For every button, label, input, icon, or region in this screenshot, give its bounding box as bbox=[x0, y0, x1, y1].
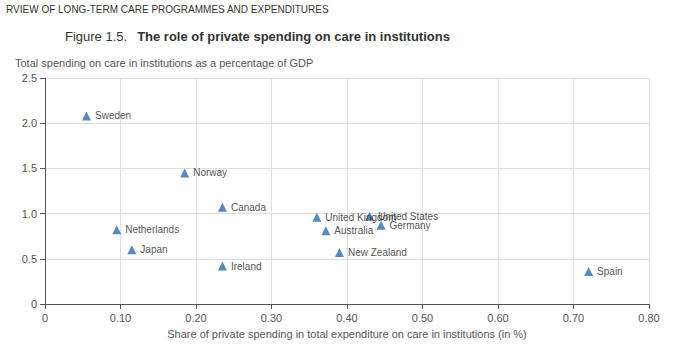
svg-text:The role of private spending o: The role of private spending on care in … bbox=[137, 29, 450, 44]
svg-text:Total spending on care in inst: Total spending on care in institutions a… bbox=[15, 57, 313, 69]
svg-text:Spain: Spain bbox=[597, 266, 623, 277]
svg-text:0.60: 0.60 bbox=[487, 312, 508, 324]
svg-text:Figure 1.5.: Figure 1.5. bbox=[65, 29, 127, 44]
svg-text:United Kingdom: United Kingdom bbox=[325, 211, 397, 223]
svg-text:2.5: 2.5 bbox=[22, 72, 37, 84]
svg-text:Canada: Canada bbox=[231, 202, 266, 213]
svg-text:0.70: 0.70 bbox=[563, 312, 584, 324]
svg-text:Ireland: Ireland bbox=[231, 261, 262, 272]
svg-text:0.40: 0.40 bbox=[336, 312, 357, 324]
svg-text:0.5: 0.5 bbox=[22, 253, 37, 265]
svg-text:Share of private spending in t: Share of private spending in total expen… bbox=[167, 328, 527, 340]
svg-text:RVIEW OF LONG-TERM CARE PROGRA: RVIEW OF LONG-TERM CARE PROGRAMMES AND E… bbox=[6, 4, 329, 15]
svg-text:Sweden: Sweden bbox=[95, 110, 131, 121]
svg-text:New Zealand: New Zealand bbox=[348, 247, 407, 258]
svg-text:1.5: 1.5 bbox=[22, 162, 37, 174]
svg-text:Netherlands: Netherlands bbox=[125, 224, 179, 235]
svg-text:Norway: Norway bbox=[193, 167, 227, 178]
svg-text:1.0: 1.0 bbox=[22, 208, 37, 220]
svg-text:0.50: 0.50 bbox=[412, 312, 433, 324]
svg-text:0.20: 0.20 bbox=[185, 312, 206, 324]
svg-text:0: 0 bbox=[31, 298, 37, 310]
svg-text:United States: United States bbox=[378, 210, 439, 222]
svg-text:0.30: 0.30 bbox=[261, 312, 282, 324]
svg-text:0.10: 0.10 bbox=[110, 312, 131, 324]
svg-text:Australia: Australia bbox=[334, 225, 373, 236]
svg-text:0: 0 bbox=[42, 312, 48, 324]
svg-text:Japan: Japan bbox=[140, 244, 167, 255]
svg-text:Germany: Germany bbox=[389, 220, 430, 231]
svg-text:2.0: 2.0 bbox=[22, 117, 37, 129]
svg-text:0.80: 0.80 bbox=[638, 312, 659, 324]
